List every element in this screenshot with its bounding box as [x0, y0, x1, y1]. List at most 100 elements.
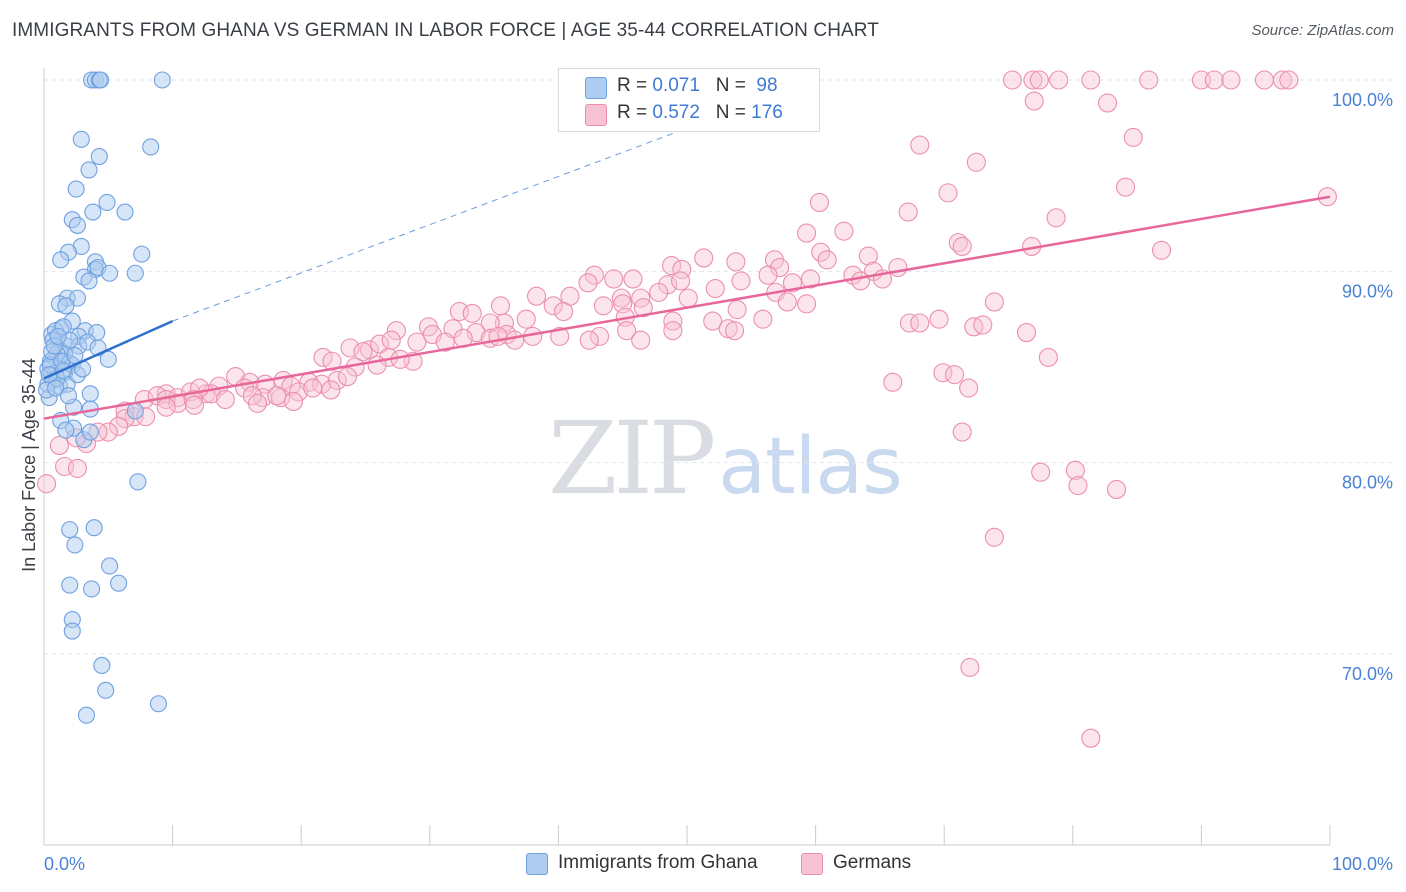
germans-point [590, 326, 610, 346]
y-tick-label: 100.0% [1332, 90, 1393, 110]
germans-point [98, 422, 118, 442]
germans-point [1123, 127, 1143, 147]
germans-point [283, 391, 304, 411]
germans-point [526, 286, 547, 306]
germans-point [631, 330, 651, 350]
germans-point [1038, 347, 1058, 367]
germans-point [267, 386, 287, 406]
germans-point [1254, 70, 1274, 90]
germans-point [777, 292, 797, 312]
watermark-zip: ZIP [548, 400, 716, 517]
germans-point [984, 527, 1004, 547]
germans-point [1023, 70, 1043, 90]
y-tick-label: 90.0% [1342, 281, 1393, 301]
germans-point [617, 321, 637, 341]
ghana-point [142, 138, 160, 156]
ghana-point [116, 203, 134, 221]
watermark: ZIPatlas [548, 400, 903, 517]
germans-point [183, 389, 203, 410]
germans-point [817, 250, 837, 270]
germans-point [797, 223, 817, 243]
germans-point [1115, 177, 1136, 197]
germans-point [899, 313, 920, 333]
germans-point [1024, 91, 1044, 111]
ghana-point [126, 402, 144, 420]
germans-n-value: 176 [751, 102, 783, 123]
ghana-point [61, 576, 79, 594]
germans-point [37, 474, 57, 494]
germans-point [578, 273, 598, 293]
germans-point [888, 257, 908, 278]
germans-point [1204, 70, 1224, 90]
bottom-ghana-label: Immigrants from Ghana [558, 852, 758, 873]
germans-point [321, 380, 341, 400]
ghana-point [129, 473, 147, 491]
ghana-point [133, 245, 151, 263]
ghana-point [77, 706, 95, 724]
germans-point [858, 246, 878, 266]
ghana-point [93, 656, 111, 675]
germans-point [359, 340, 379, 360]
germans-point [649, 282, 669, 302]
germans-point [623, 269, 643, 289]
ghana-r-value: 0.071 [652, 75, 700, 96]
germans-point [929, 309, 949, 329]
ghana-point [80, 161, 98, 179]
bottom-germans-swatch [801, 853, 823, 875]
ghana-point [57, 297, 75, 315]
germans-point [1081, 728, 1101, 748]
germans-point [353, 342, 373, 362]
germans-point [782, 273, 803, 293]
ghana-point [110, 574, 128, 592]
germans-point [851, 271, 871, 291]
ghana-swatch [585, 77, 607, 99]
x-tick-label: 0.0% [44, 854, 85, 874]
germans-point [1221, 70, 1241, 90]
germans-point [718, 319, 738, 339]
germans-point [1065, 460, 1085, 480]
germans-point [938, 183, 958, 203]
germans-point [1097, 93, 1118, 113]
germans-point [381, 330, 401, 350]
germans-point [407, 332, 427, 352]
germans-point [553, 301, 574, 322]
source-note: Source: ZipAtlas.com [1251, 22, 1394, 39]
ghana-point [59, 387, 77, 405]
ghana-point [72, 130, 90, 148]
germans-point [678, 288, 698, 308]
germans-point [1049, 70, 1069, 90]
germans-r-label: R = [617, 102, 653, 123]
germans-point [1031, 462, 1051, 482]
ghana-point [85, 519, 103, 537]
germans-point [663, 311, 683, 331]
germans-point [671, 271, 691, 291]
germans-point [462, 303, 482, 323]
germans-point [1002, 70, 1022, 90]
germans-point [1029, 70, 1049, 90]
germans-point [1139, 70, 1159, 90]
germans-point [303, 378, 323, 398]
germans-point [959, 378, 979, 398]
ghana-point [90, 147, 108, 166]
y-tick-label: 80.0% [1342, 473, 1393, 493]
ghana-point [67, 180, 85, 198]
germans-point [703, 311, 723, 331]
germans-point [1272, 70, 1292, 90]
ghana-point [98, 193, 116, 212]
germans-point [725, 321, 745, 341]
ghana-point [101, 264, 119, 282]
germans-point [1081, 70, 1101, 90]
germans-point [156, 397, 176, 417]
germans-point [337, 367, 358, 387]
ghana-point [81, 423, 99, 441]
germans-point [800, 269, 821, 289]
ghana-point [63, 622, 81, 640]
germans-point [694, 248, 714, 268]
y-axis-label: In Labor Force | Age 35-44 [19, 358, 39, 572]
ghana-point [68, 216, 86, 234]
germans-point [247, 393, 268, 413]
germans-point [809, 192, 830, 213]
germans-point [910, 135, 930, 155]
bottom-ghana-swatch [526, 853, 548, 875]
germans-point [488, 326, 508, 346]
